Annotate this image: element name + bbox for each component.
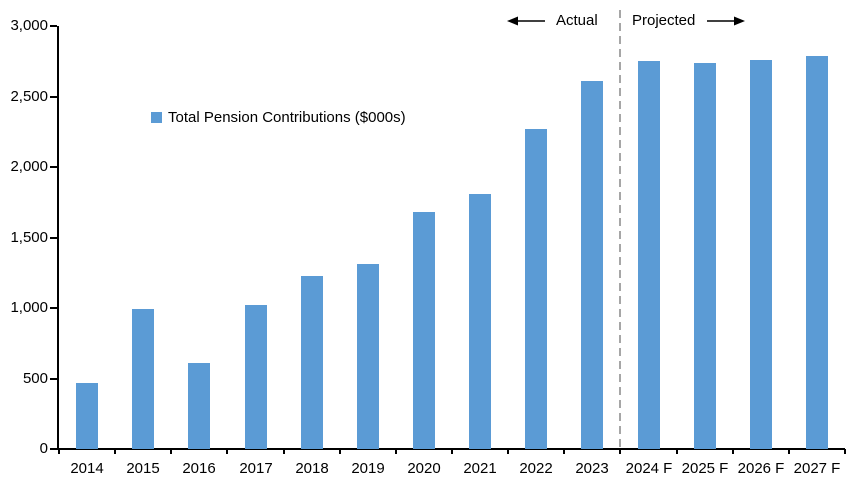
x-axis-label: 2020 [407, 460, 441, 477]
x-axis-tick [451, 449, 453, 454]
y-axis-tick [50, 307, 57, 309]
x-axis-label: 2015 [126, 460, 160, 477]
y-axis-label: 3,000 [10, 17, 48, 34]
bar-2014 [76, 383, 98, 449]
x-axis-tick [787, 449, 790, 454]
y-axis-line [57, 26, 59, 450]
projected-section-label: Projected [632, 12, 696, 29]
y-axis-tick [50, 448, 57, 450]
y-axis-tick [50, 377, 57, 380]
bar-2019 [357, 264, 379, 449]
x-axis-label: 2016 [182, 460, 216, 477]
y-axis-tick [50, 95, 57, 98]
y-axis-label: 2,500 [10, 87, 48, 105]
x-axis-label: 2026 F [737, 460, 785, 477]
bar-2020 [413, 212, 435, 449]
x-axis-tick [675, 449, 678, 454]
bar-2022 [525, 129, 547, 449]
bar-2026-f [750, 60, 772, 449]
x-axis-tick [563, 449, 566, 454]
x-axis-tick [170, 449, 173, 454]
x-axis-tick [226, 449, 229, 454]
x-axis-label: 2023 [575, 460, 609, 477]
y-axis-label: 500 [22, 369, 48, 387]
legend-swatch-icon [151, 112, 162, 123]
actual-section-label: Actual [556, 12, 598, 29]
bar-2024-f [638, 61, 660, 449]
x-axis-tick [338, 449, 341, 454]
right-arrow-icon [707, 16, 745, 26]
y-axis-tick [50, 25, 57, 27]
x-axis-tick [507, 449, 510, 454]
x-axis-tick [731, 449, 734, 454]
bar-2021 [469, 194, 491, 449]
bar-2018 [301, 276, 323, 449]
x-axis-tick [114, 449, 117, 454]
x-axis-label: 2021 [463, 460, 497, 477]
x-axis-tick [619, 449, 622, 454]
bar-2016 [188, 363, 210, 449]
x-axis-label: 2014 [70, 460, 104, 477]
x-axis-tick [282, 449, 285, 454]
bar-2027-f [806, 56, 828, 449]
x-axis-label: 2022 [519, 460, 553, 477]
x-axis-label: 2027 F [793, 460, 841, 477]
legend: Total Pension Contributions ($000s) [151, 109, 406, 126]
x-axis-tick [394, 449, 397, 454]
y-axis-label: 0 [39, 440, 48, 457]
left-arrow-icon [507, 16, 545, 26]
x-axis-label: 2017 [239, 460, 273, 477]
y-axis-label: 2,000 [10, 158, 48, 175]
x-axis-tick [58, 449, 60, 454]
x-axis-label: 2019 [351, 460, 385, 477]
y-axis-tick [50, 236, 57, 239]
y-axis-label: 1,500 [10, 228, 48, 246]
bar-2025-f [694, 63, 716, 449]
x-axis-label: 2024 F [625, 460, 673, 477]
x-axis-label: 2025 F [681, 460, 729, 477]
x-axis-label: 2018 [295, 460, 329, 477]
bar-2017 [245, 305, 267, 449]
actual-projected-divider [619, 10, 621, 450]
legend-label: Total Pension Contributions ($000s) [168, 109, 406, 126]
x-axis-tick [844, 449, 846, 454]
bar-2023 [581, 81, 603, 449]
y-axis-label: 1,000 [10, 299, 48, 316]
bar-2015 [132, 309, 154, 449]
y-axis-tick [50, 166, 57, 168]
